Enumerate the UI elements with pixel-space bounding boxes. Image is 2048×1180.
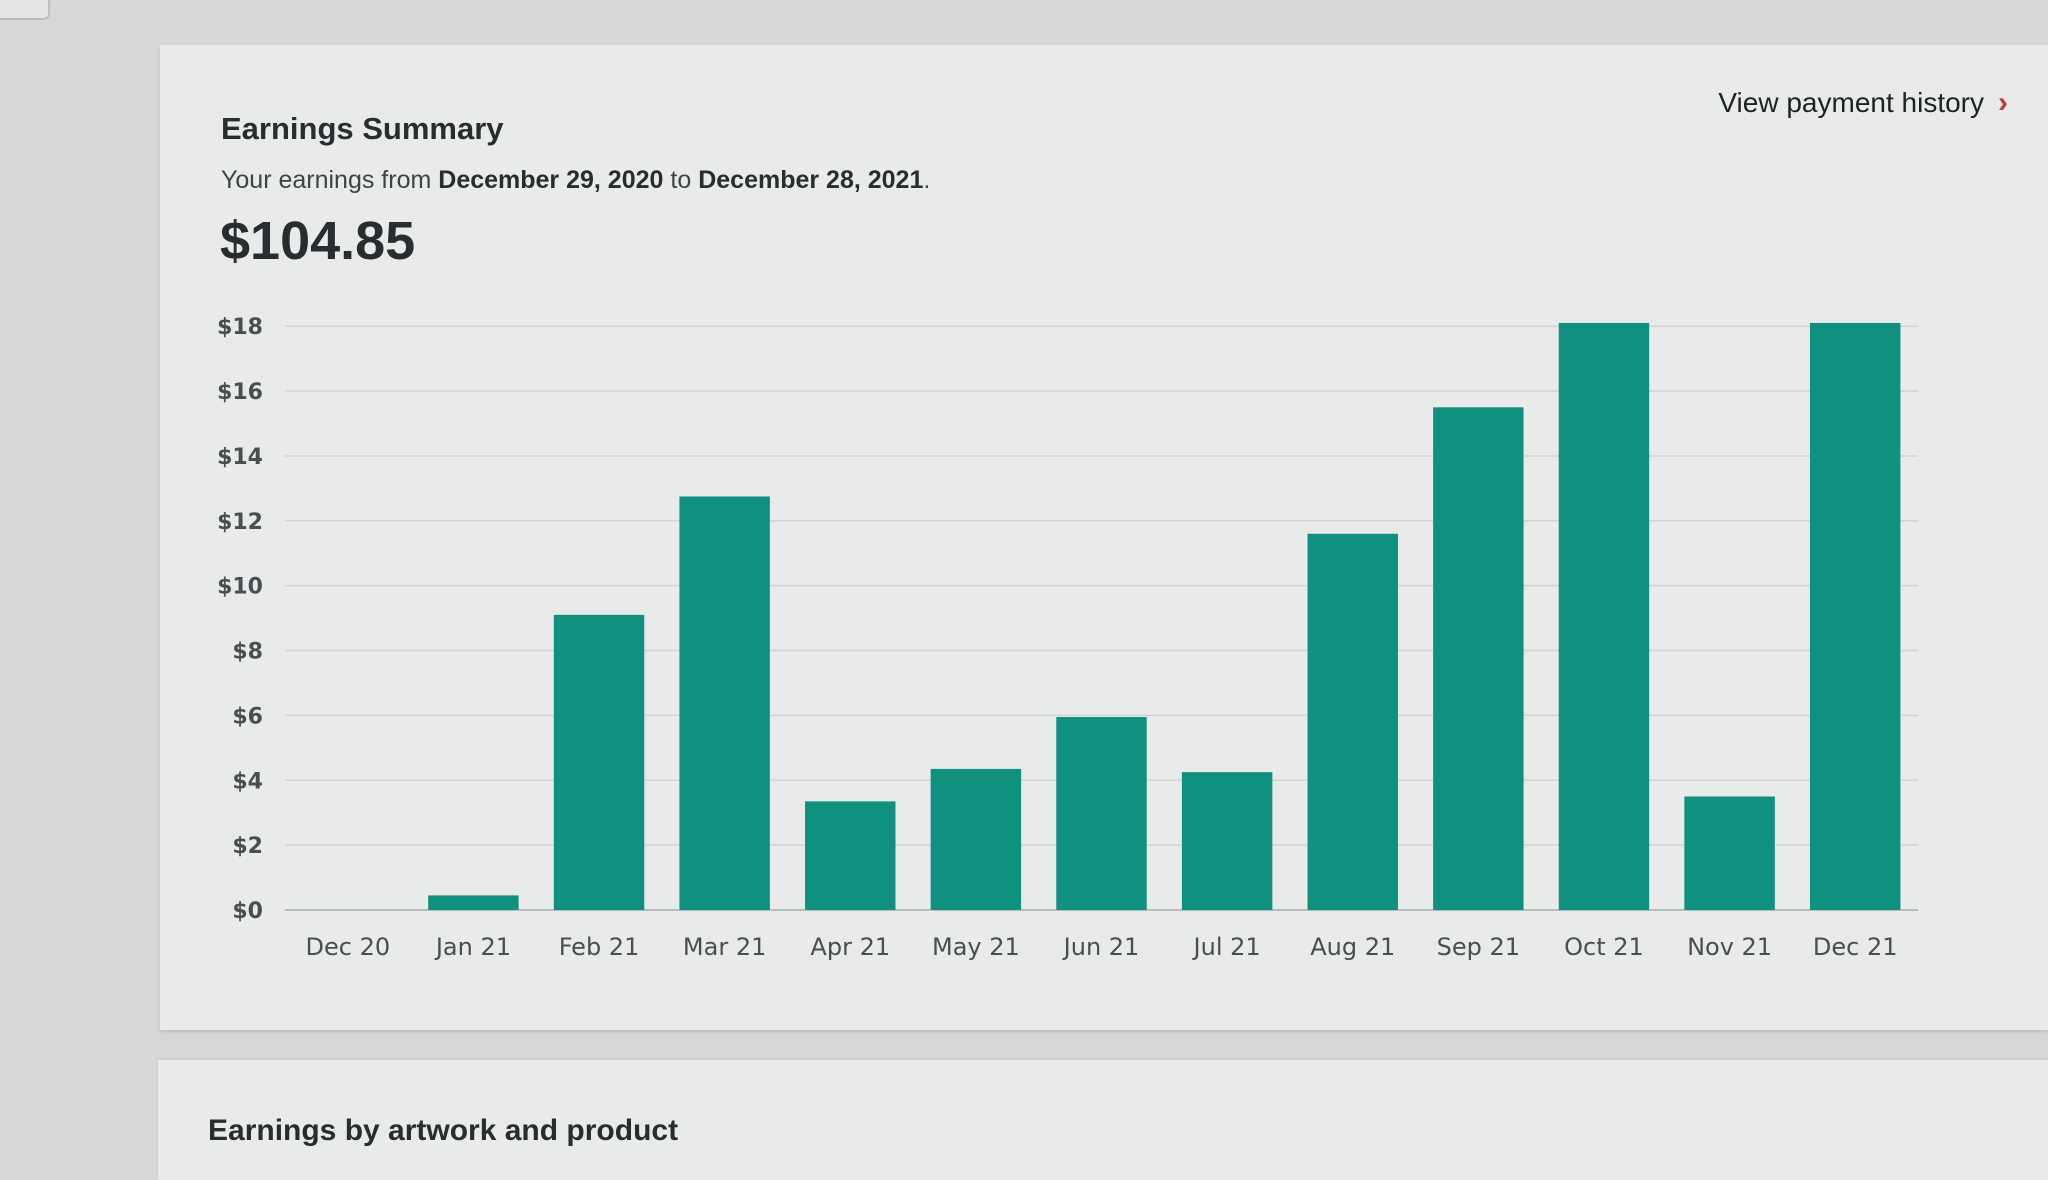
top-left-tab xyxy=(0,0,50,20)
period-start-date: December 29, 2020 xyxy=(438,166,664,194)
y-tick-label: $6 xyxy=(232,704,263,729)
view-payment-history-link[interactable]: View payment history › xyxy=(1718,87,2008,119)
x-tick-label: Jun 21 xyxy=(1062,933,1140,961)
bar xyxy=(805,801,896,910)
x-tick-label: Oct 21 xyxy=(1564,933,1644,961)
x-tick-label: Jan 21 xyxy=(434,933,511,961)
y-tick-label: $0 xyxy=(232,899,263,924)
y-tick-label: $14 xyxy=(217,445,263,470)
earnings-period: Your earnings from December 29, 2020 to … xyxy=(221,166,930,195)
y-tick-label: $8 xyxy=(232,640,263,665)
bar xyxy=(1684,796,1775,910)
chart-y-axis: $0 $2 $4 $6 $8 $10 $12 $14 $16 $18 xyxy=(217,315,263,924)
x-tick-label: Aug 21 xyxy=(1310,933,1395,961)
period-prefix: Your earnings from xyxy=(221,166,432,194)
chevron-right-icon: › xyxy=(1998,86,2008,119)
y-tick-label: $12 xyxy=(217,510,263,535)
period-join: to xyxy=(670,166,692,194)
total-earnings: $104.85 xyxy=(220,211,416,271)
bar xyxy=(428,895,519,910)
earnings-summary-card: Earnings Summary Your earnings from Dece… xyxy=(160,45,2048,1030)
period-end-date: December 28, 2021 xyxy=(698,166,924,194)
earnings-by-artwork-title: Earnings by artwork and product xyxy=(208,1114,679,1147)
bar xyxy=(1433,407,1524,910)
y-tick-label: $16 xyxy=(217,380,263,405)
period-suffix: . xyxy=(923,166,931,194)
x-tick-label: May 21 xyxy=(932,933,1020,961)
y-tick-label: $2 xyxy=(232,834,263,859)
x-tick-label: Nov 21 xyxy=(1687,933,1772,961)
bar xyxy=(679,496,770,910)
y-tick-label: $18 xyxy=(217,315,263,340)
x-tick-label: Dec 20 xyxy=(306,933,391,961)
earnings-bar-chart: $0 $2 $4 $6 $8 $10 $12 $14 $16 $18 Dec 20 Jan 21 Fe… xyxy=(217,315,1918,961)
card-title: Earnings Summary xyxy=(221,111,504,146)
bar xyxy=(1307,533,1398,910)
chart-x-axis: Dec 20 Jan 21 Feb 21 Mar 21 Apr 21 May 21 Jun … xyxy=(306,933,1898,961)
x-tick-label: Feb 21 xyxy=(559,933,640,961)
earnings-by-artwork-card: Earnings by artwork and product xyxy=(158,1060,2048,1180)
chart-bars xyxy=(428,322,1901,910)
bar xyxy=(1558,322,1650,910)
bar xyxy=(930,768,1022,910)
bar xyxy=(1056,717,1147,910)
x-tick-label: Sep 21 xyxy=(1437,933,1520,961)
bar xyxy=(1809,322,1901,910)
bar xyxy=(1181,772,1273,910)
view-payment-history-label: View payment history xyxy=(1718,87,1984,118)
bar xyxy=(553,614,645,910)
y-tick-label: $4 xyxy=(232,769,263,794)
x-tick-label: Dec 21 xyxy=(1813,933,1898,961)
x-tick-label: Apr 21 xyxy=(810,933,890,961)
y-tick-label: $10 xyxy=(217,575,263,600)
x-tick-label: Mar 21 xyxy=(683,933,766,961)
x-tick-label: Jul 21 xyxy=(1192,933,1261,961)
